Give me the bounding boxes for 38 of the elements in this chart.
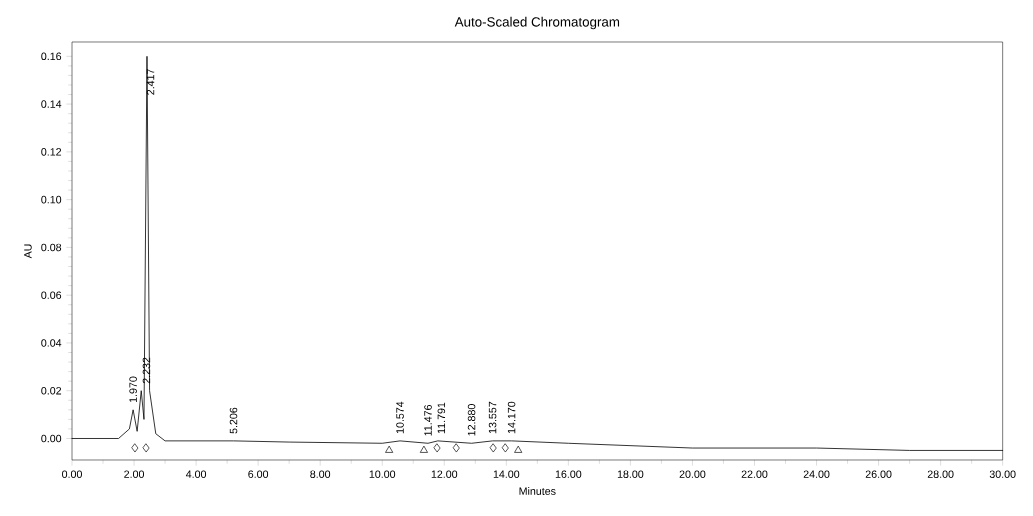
y-tick-label: 0.00 <box>41 434 62 443</box>
x-tick-label: 24.00 <box>803 470 830 478</box>
x-tick-label: 26.00 <box>865 470 892 478</box>
annotation: 11.791 <box>437 402 446 434</box>
x-tick-label: 18.00 <box>617 470 644 478</box>
x-axis-title: Minutes <box>519 487 556 495</box>
x-tick-label: 30.00 <box>989 470 1016 478</box>
x-tick-label: 16.00 <box>555 470 582 478</box>
x-tick-label: 10.00 <box>369 470 396 478</box>
x-tick-label: 28.00 <box>927 470 954 478</box>
annotation: 11.476 <box>424 404 432 436</box>
x-tick-label: 0.00 <box>62 470 82 478</box>
annotation: 2.232 <box>142 357 151 384</box>
y-tick-label: 0.10 <box>41 195 62 204</box>
annotation: 1.970 <box>129 376 137 403</box>
y-tick-label: 0.02 <box>41 386 62 395</box>
annotation: 13.557 <box>488 401 497 434</box>
annotation: 14.170 <box>507 401 516 434</box>
annotation: 10.574 <box>396 401 404 434</box>
x-tick-label: 2.00 <box>124 470 145 478</box>
x-tick-label: 6.00 <box>248 470 269 478</box>
annotation: 5.206 <box>229 407 238 434</box>
y-axis-title: AU <box>24 244 32 259</box>
annotation: 12.880 <box>467 404 476 436</box>
annotation: 2.417 <box>146 69 155 95</box>
chart-title: Auto-Scaled Chromatogram <box>454 16 620 30</box>
x-tick-label: 4.00 <box>185 470 207 478</box>
x-tick-label: 12.00 <box>431 470 458 478</box>
y-tick-label: 0.12 <box>41 148 62 156</box>
y-tick-label: 0.16 <box>41 52 62 61</box>
x-tick-label: 8.00 <box>310 470 331 478</box>
x-tick-label: 14.00 <box>493 470 520 478</box>
y-tick-label: 0.08 <box>41 243 62 252</box>
x-tick-label: 20.00 <box>679 470 706 478</box>
y-tick-label: 0.14 <box>41 100 62 108</box>
y-tick-label: 0.06 <box>41 291 62 299</box>
y-tick-label: 0.04 <box>41 339 62 347</box>
x-tick-label: 22.00 <box>741 470 768 478</box>
